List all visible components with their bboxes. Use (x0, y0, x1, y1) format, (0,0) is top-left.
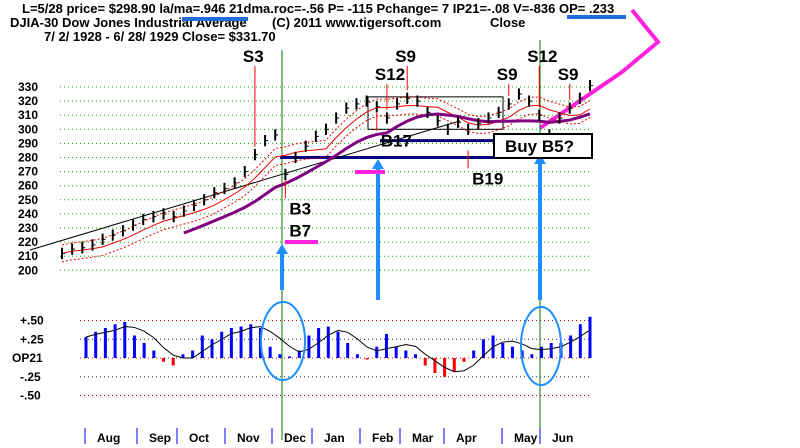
sell-signal-label: S9 (497, 65, 518, 84)
month-label: Sep (149, 431, 171, 445)
month-label: May (514, 431, 538, 445)
price-tick-label: 220 (18, 235, 38, 249)
sell-signal-label: S3 (243, 47, 264, 66)
month-label: Dec (284, 431, 306, 445)
price-tick-label: 280 (18, 151, 38, 165)
price-tick-label: 330 (18, 80, 38, 94)
price-tick-label: 210 (18, 249, 38, 263)
trendline (29, 120, 461, 251)
price-tick-label: 240 (18, 207, 38, 221)
sell-signal-label: S9 (395, 47, 416, 66)
month-label: Apr (456, 431, 477, 445)
65-day-ma-line (183, 112, 591, 235)
price-tick-label: 270 (18, 165, 38, 179)
price-tick-label: 290 (18, 136, 38, 150)
price-tick-label: 260 (18, 179, 38, 193)
price-tick-label: 250 (18, 193, 38, 207)
buy-signal-label: B7 (289, 221, 311, 240)
buy-signal-label: B3 (289, 199, 311, 218)
sell-signal-label: S12 (375, 65, 405, 84)
lower-band (61, 113, 591, 263)
highlight-circle (520, 306, 562, 386)
month-label: Feb (372, 431, 393, 445)
price-tick-label: 320 (18, 94, 38, 108)
blue-arrowhead (276, 244, 288, 254)
op21-ma-line (85, 325, 591, 373)
magenta-annotation-line (538, 8, 661, 130)
op21-tick-label: +.50 (20, 314, 44, 328)
trading-range-box (367, 96, 504, 130)
op21-tick-label: OP21 (12, 351, 43, 365)
header-close-label: Close (490, 15, 525, 30)
month-label: Nov (237, 431, 260, 445)
month-label: Jun (552, 431, 573, 445)
price-tick-label: 310 (18, 108, 38, 122)
sell-signal-label: S9 (558, 65, 579, 84)
buy-signal-label: B19 (472, 169, 503, 188)
month-label: Mar (412, 431, 434, 445)
header-date-range: 7/ 2/ 1928 - 6/ 28/ 1929 Close= $331.70 (44, 29, 276, 44)
highlight-circle (260, 301, 306, 381)
buy-b5-label: Buy B5? (505, 137, 574, 156)
upper-band (61, 96, 591, 246)
header-copyright: (C) 2011 www.tigersoft.com (272, 15, 441, 30)
price-tick-label: 300 (18, 122, 38, 136)
header-stats: L=5/28 price= $298.90 la/ma=.946 21dma.r… (22, 1, 614, 16)
price-tick-label: 200 (18, 263, 38, 277)
month-label: Aug (97, 431, 120, 445)
op21-tick-label: -.50 (20, 389, 41, 403)
blue-arrowhead (372, 159, 384, 169)
month-label: Oct (189, 431, 209, 445)
buy-signal-label: B17 (381, 132, 412, 151)
price-tick-label: 230 (18, 221, 38, 235)
op21-tick-label: +.25 (20, 332, 44, 346)
buy-b5-callout: Buy B5? (493, 133, 593, 159)
month-label: Jan (324, 431, 345, 445)
sell-signal-label: S12 (527, 47, 557, 66)
op21-tick-label: -.25 (20, 370, 41, 384)
